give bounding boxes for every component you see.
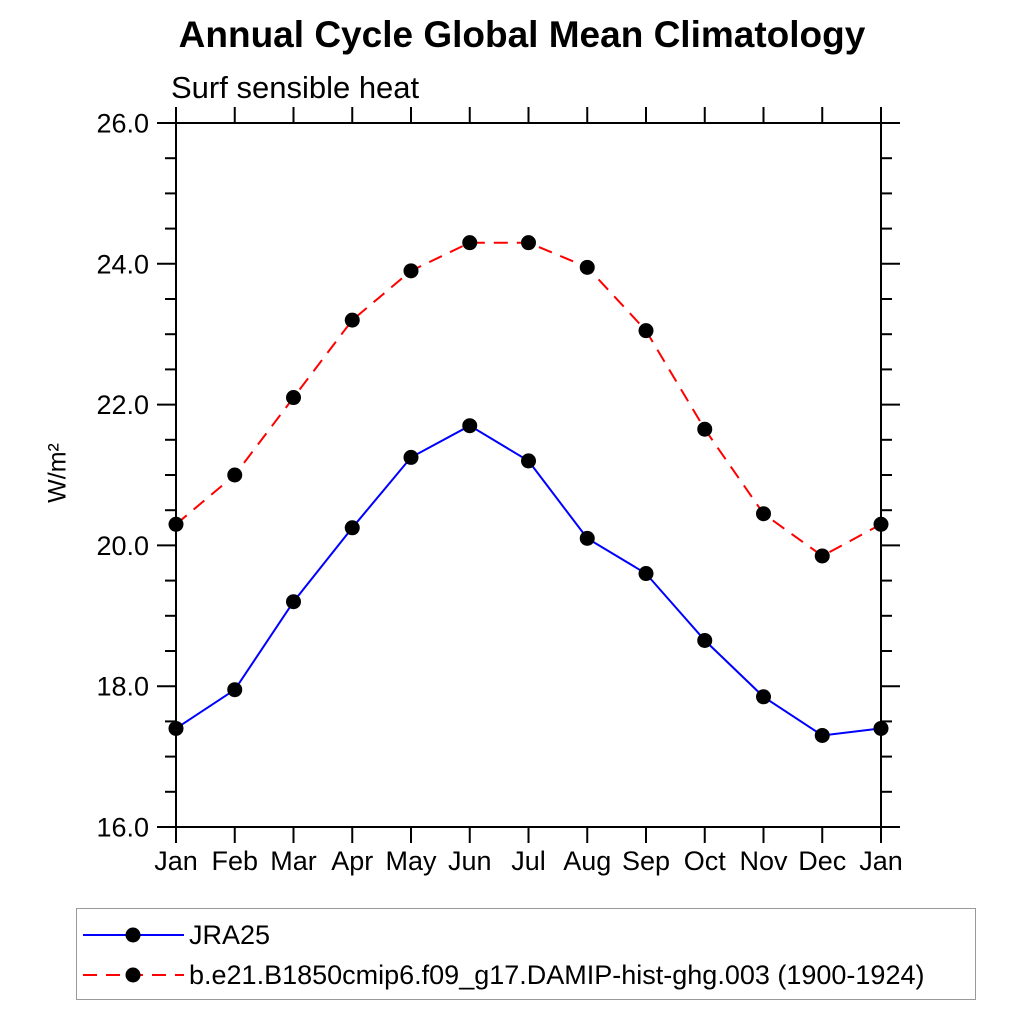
data-point-marker: [756, 506, 771, 522]
data-point-marker: [697, 421, 713, 437]
x-axis-tick-label: May: [385, 846, 437, 876]
y-axis-tick-label: 18.0: [96, 672, 149, 702]
data-point-marker: [756, 689, 771, 705]
legend-marker-icon: [125, 967, 141, 983]
data-point-marker: [403, 449, 419, 465]
y-axis-tick-label: 20.0: [96, 531, 149, 561]
data-point-marker: [521, 453, 536, 469]
data-point-marker: [638, 323, 654, 339]
plot-box-frame: [175, 122, 882, 828]
data-point-marker: [227, 682, 243, 698]
data-point-marker: [462, 418, 478, 434]
data-point-marker: [286, 390, 301, 406]
data-point-marker: [227, 467, 243, 483]
legend-marker-icon: [125, 927, 141, 943]
data-point-marker: [579, 259, 595, 275]
x-axis-tick-label: Mar: [270, 846, 317, 876]
y-axis-tick-label: 16.0: [96, 813, 149, 843]
data-point-marker: [344, 520, 360, 536]
x-axis-tick-label: Feb: [211, 846, 258, 876]
x-axis-tick-label: Jul: [511, 846, 546, 876]
data-point-marker: [286, 594, 301, 610]
legend-label-jra25: JRA25: [189, 919, 271, 950]
legend-item-model: b.e21.B1850cmip6.f09_g17.DAMIP-hist-ghg.…: [83, 955, 975, 995]
x-axis-tick-label: Jan: [154, 846, 198, 876]
data-point-marker: [697, 632, 713, 648]
y-axis-tick-label: 26.0: [96, 109, 149, 139]
y-axis-tick-label: 24.0: [96, 249, 149, 279]
series-line-1: [175, 241, 882, 558]
data-point-marker: [344, 312, 360, 328]
data-point-marker: [814, 727, 830, 743]
x-axis-tick-label: Jan: [859, 846, 903, 876]
x-axis-tick-label: Dec: [798, 846, 846, 876]
x-axis-tick-label: Apr: [331, 846, 373, 876]
legend-line-sample-solid: [83, 927, 184, 943]
x-axis-tick-label: Nov: [739, 846, 788, 876]
chart-subtitle: Surf sensible heat: [171, 70, 420, 105]
y-axis-tick-label: 22.0: [96, 390, 149, 420]
data-point-marker: [579, 530, 595, 546]
legend-item-jra25: JRA25: [83, 915, 975, 955]
chart-title: Annual Cycle Global Mean Climatology: [178, 14, 866, 55]
x-axis-tick-label: Aug: [563, 846, 611, 876]
legend-label-model: b.e21.B1850cmip6.f09_g17.DAMIP-hist-ghg.…: [189, 959, 925, 990]
x-axis-tick-label: Sep: [622, 846, 670, 876]
data-point-marker: [403, 263, 419, 279]
data-point-marker: [521, 235, 536, 251]
x-axis-tick-label: Oct: [684, 846, 727, 876]
data-point-marker: [873, 720, 889, 736]
data-point-marker: [873, 516, 889, 532]
data-point-marker: [168, 720, 184, 736]
data-point-marker: [638, 566, 654, 582]
legend-line-sample-dashed: [83, 967, 184, 983]
legend-box: JRA25 b.e21.B1850cmip6.f09_g17.DAMIP-his…: [76, 908, 976, 1000]
x-axis-tick-label: Jun: [448, 846, 492, 876]
data-point-marker: [462, 235, 478, 251]
data-point-marker: [814, 548, 830, 564]
series-line-0: [175, 424, 882, 737]
data-point-marker: [168, 516, 184, 532]
